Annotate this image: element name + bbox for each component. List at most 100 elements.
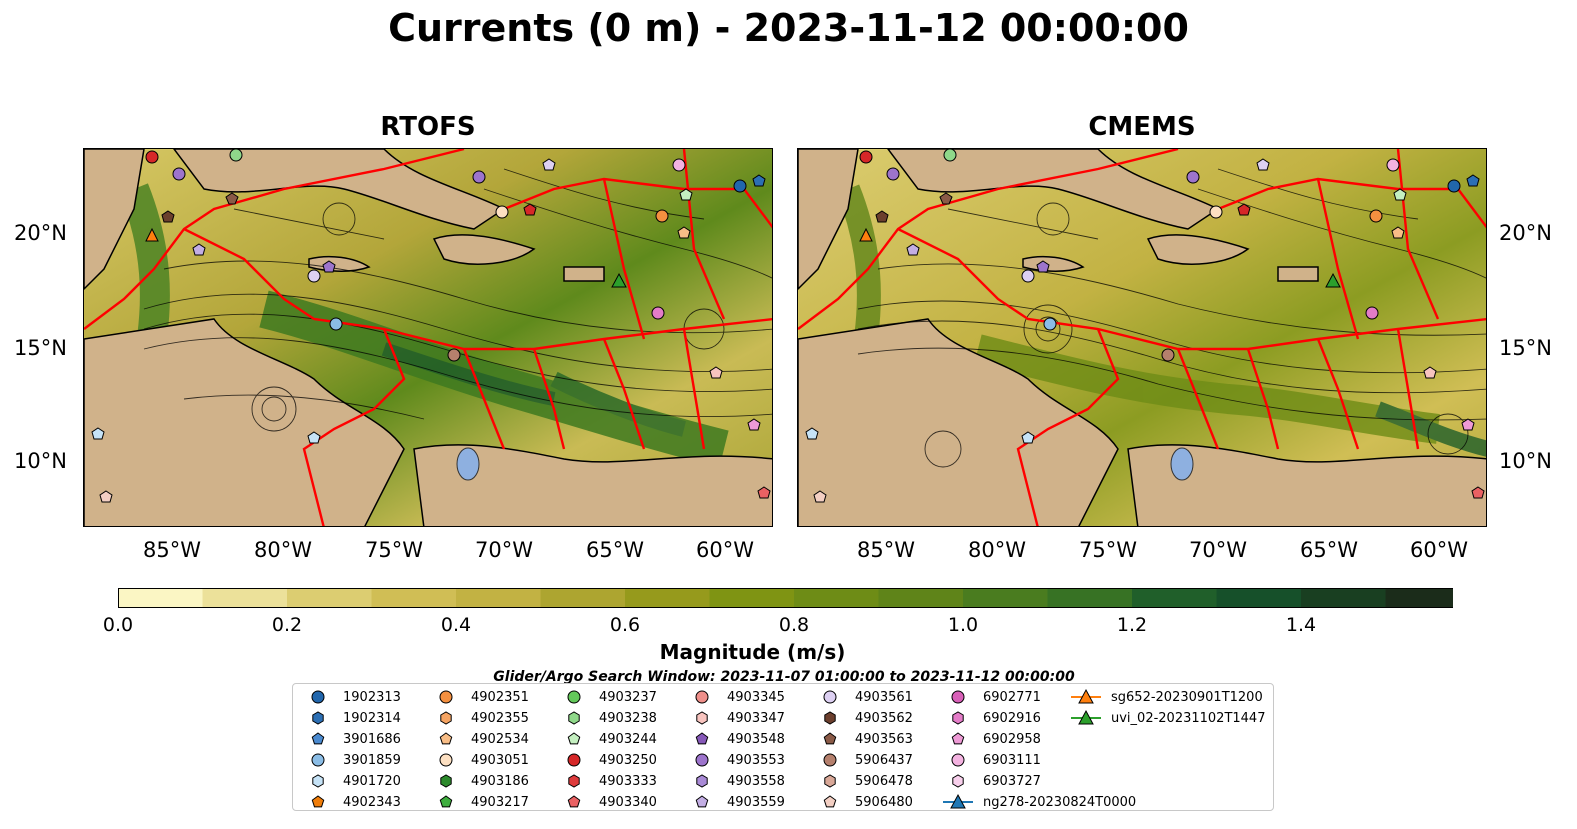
colorbar-tick-7: 1.4 bbox=[1285, 614, 1317, 636]
legend-item: 4903244 bbox=[557, 729, 657, 749]
pentagon-marker-icon bbox=[567, 732, 581, 745]
lon-label-60w-right: 60°W bbox=[1410, 538, 1468, 562]
circle-marker-icon bbox=[695, 690, 709, 704]
legend-item: 4902355 bbox=[429, 708, 529, 728]
pentagon-marker-icon bbox=[439, 732, 453, 745]
lon-label-65w-right: 65°W bbox=[1300, 538, 1358, 562]
colorbar-segment bbox=[202, 588, 288, 608]
legend-label: 5906478 bbox=[855, 773, 913, 789]
map-panel-cmems[interactable] bbox=[797, 148, 1487, 527]
legend-item: 4903559 bbox=[685, 792, 785, 812]
legend-item: ng278-20230824T0000 bbox=[941, 792, 1136, 812]
colorbar-tick-0: 0.0 bbox=[102, 614, 134, 636]
legend-label: 4903347 bbox=[727, 710, 785, 726]
legend-label: 4903186 bbox=[471, 773, 529, 789]
colorbar-tick-2: 0.4 bbox=[440, 614, 472, 636]
colorbar-tick-6: 1.2 bbox=[1116, 614, 1148, 636]
lon-label-75w-right: 75°W bbox=[1079, 538, 1137, 562]
legend-item: 6902771 bbox=[941, 687, 1041, 707]
circle-marker-icon bbox=[439, 690, 453, 704]
lake-maracaibo bbox=[456, 447, 480, 481]
eez-boundaries bbox=[798, 149, 1486, 526]
legend: 1902313 1902314 3901686 3901859 4901720 49023… bbox=[292, 683, 1274, 811]
pentagon-marker-icon bbox=[311, 732, 325, 745]
legend-item: 5906437 bbox=[813, 750, 913, 770]
legend-item: 6903111 bbox=[941, 750, 1041, 770]
hexagon-marker-icon bbox=[696, 774, 708, 788]
hexagon-marker-icon bbox=[440, 711, 452, 725]
colorbar-segment bbox=[1132, 588, 1217, 608]
legend-label: 6902916 bbox=[983, 710, 1041, 726]
colorbar-segment bbox=[794, 588, 879, 608]
legend-label: sg652-20230901T1200 bbox=[1111, 689, 1263, 705]
legend-item: 4903186 bbox=[429, 771, 529, 791]
lon-label-80w-left: 80°W bbox=[254, 538, 312, 562]
legend-label: 5906437 bbox=[855, 752, 913, 768]
colorbar-segment bbox=[1047, 588, 1133, 608]
map-cmems bbox=[798, 149, 1486, 526]
legend-label: 4903563 bbox=[855, 731, 913, 747]
colorbar-segment bbox=[1301, 588, 1386, 608]
legend-item: 4903217 bbox=[429, 792, 529, 812]
lon-label-75w-left: 75°W bbox=[365, 538, 423, 562]
colorbar-segment bbox=[1385, 588, 1532, 608]
hexagon-marker-icon bbox=[824, 774, 836, 788]
hexagon-marker-icon bbox=[952, 774, 964, 788]
legend-label: 4903561 bbox=[855, 689, 913, 705]
pentagon-marker-icon bbox=[695, 795, 709, 808]
colorbar-tick-3: 0.6 bbox=[609, 614, 641, 636]
legend-item: 4903561 bbox=[813, 687, 913, 707]
hexagon-marker-icon bbox=[312, 711, 324, 725]
lon-label-70w-right: 70°W bbox=[1189, 538, 1247, 562]
legend-label: 4902351 bbox=[471, 689, 529, 705]
streamlines bbox=[857, 168, 1486, 468]
legend-label: 4903559 bbox=[727, 794, 785, 810]
legend-item: 4903250 bbox=[557, 750, 657, 770]
circle-marker-icon bbox=[439, 753, 453, 767]
colorbar-segment bbox=[625, 588, 710, 608]
legend-label: 3901686 bbox=[343, 731, 401, 747]
legend-item: 4903237 bbox=[557, 687, 657, 707]
legend-item: 4903345 bbox=[685, 687, 785, 707]
legend-label: uvi_02-20231102T1447 bbox=[1111, 710, 1266, 726]
hexagon-marker-icon bbox=[312, 774, 324, 788]
hexagon-marker-icon bbox=[952, 711, 964, 725]
legend-item: 4903553 bbox=[685, 750, 785, 770]
lon-label-60w-left: 60°W bbox=[696, 538, 754, 562]
legend-label: 4903553 bbox=[727, 752, 785, 768]
legend-item: 4903238 bbox=[557, 708, 657, 728]
glider-marker-icon bbox=[943, 793, 973, 809]
lat-label-15n-left: 15°N bbox=[14, 336, 67, 360]
lat-label-20n-right: 20°N bbox=[1499, 221, 1552, 245]
lon-label-85w-right: 85°W bbox=[857, 538, 915, 562]
map-panel-rtofs[interactable] bbox=[83, 148, 773, 527]
legend-label: 4903217 bbox=[471, 794, 529, 810]
colorbar-segment bbox=[456, 588, 541, 608]
colorbar-segment bbox=[878, 588, 964, 608]
legend-item: sg652-20230901T1200 bbox=[1069, 687, 1263, 707]
circle-marker-icon bbox=[951, 753, 965, 767]
legend-item: 4901720 bbox=[301, 771, 401, 791]
legend-label: 4903244 bbox=[599, 731, 657, 747]
legend-label: 4903051 bbox=[471, 752, 529, 768]
legend-item: 4903347 bbox=[685, 708, 785, 728]
legend-item: 4903340 bbox=[557, 792, 657, 812]
legend-item: 6902916 bbox=[941, 708, 1041, 728]
legend-label: 4903345 bbox=[727, 689, 785, 705]
legend-label: 6902771 bbox=[983, 689, 1041, 705]
legend-item: 3901686 bbox=[301, 729, 401, 749]
legend-item: 4903558 bbox=[685, 771, 785, 791]
circle-marker-icon bbox=[951, 690, 965, 704]
lat-label-10n-left: 10°N bbox=[14, 449, 67, 473]
colorbar-segment bbox=[118, 588, 203, 608]
lake-maracaibo bbox=[1170, 447, 1194, 481]
legend-label: 4902355 bbox=[471, 710, 529, 726]
circle-marker-icon bbox=[567, 690, 581, 704]
pentagon-marker-icon bbox=[311, 795, 325, 808]
legend-item: 6903727 bbox=[941, 771, 1041, 791]
legend-label: 4903238 bbox=[599, 710, 657, 726]
legend-item: 4903051 bbox=[429, 750, 529, 770]
legend-item: 4902534 bbox=[429, 729, 529, 749]
eez-boundaries bbox=[84, 149, 772, 526]
colorbar-segment bbox=[1216, 588, 1302, 608]
